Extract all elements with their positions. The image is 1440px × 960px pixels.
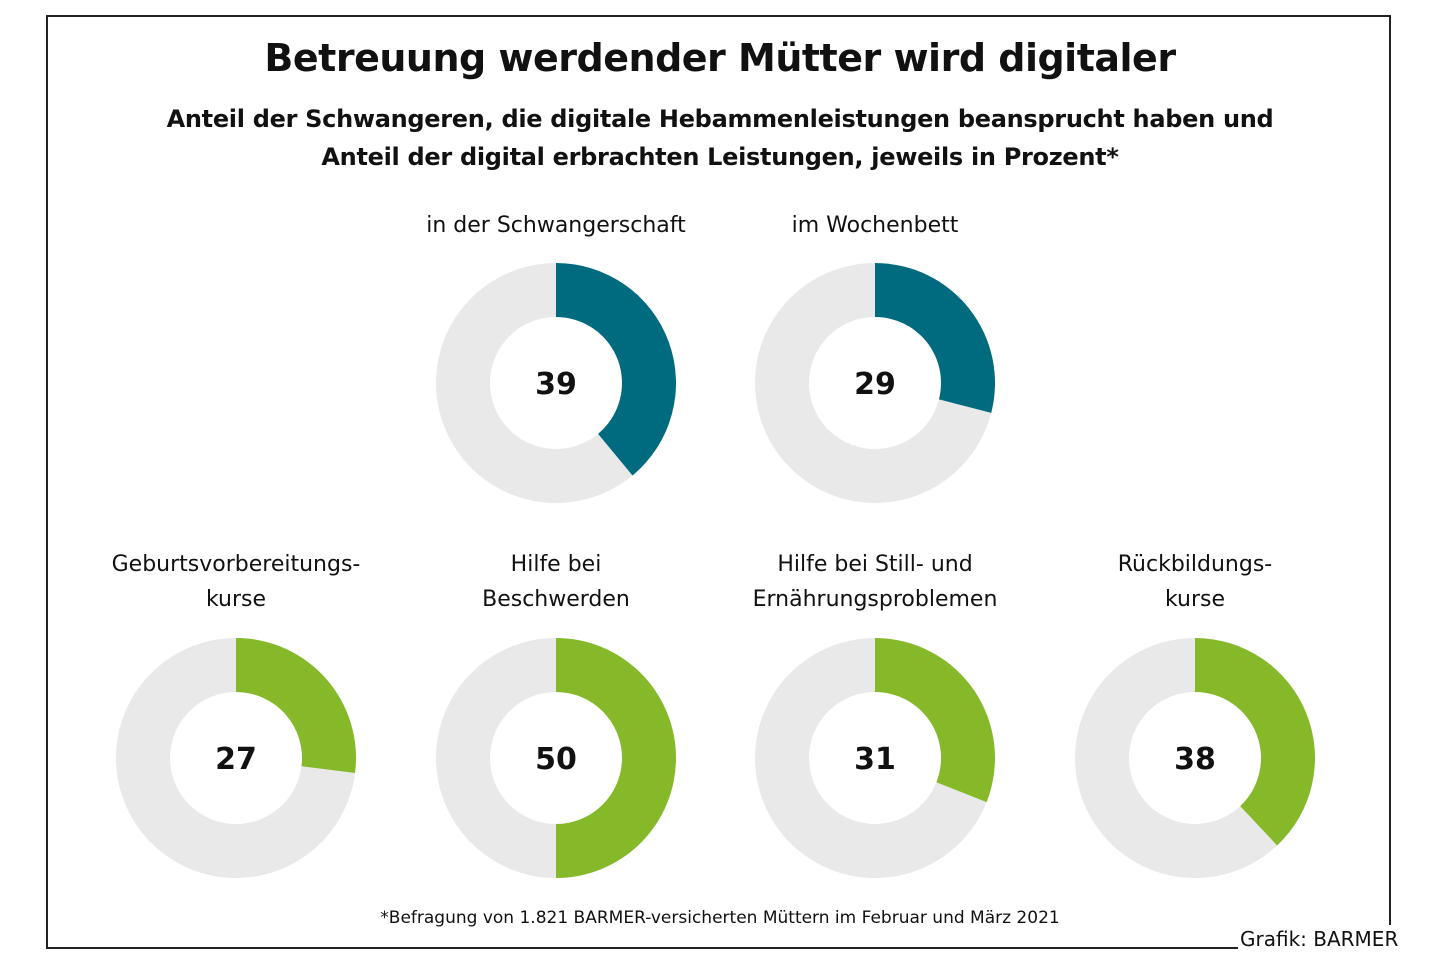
label-line: Beschwerden bbox=[482, 587, 630, 612]
donut-value-slice bbox=[556, 638, 676, 878]
donut-value-label: 38 bbox=[1174, 742, 1216, 777]
donut-label-rueckbildung: Rückbildungs- kurse bbox=[1035, 547, 1355, 617]
label-line: im Wochenbett bbox=[791, 213, 959, 238]
label-line: Rückbildungs- bbox=[1117, 552, 1273, 577]
donut-remainder-slice bbox=[755, 638, 987, 879]
donut-chart: 50 bbox=[435, 638, 676, 878]
donut-value-slice bbox=[875, 638, 995, 803]
label-line: Geburtsvorbereitungs- bbox=[111, 552, 361, 577]
label-line: Hilfe bei Still- und bbox=[777, 552, 973, 577]
frame-border-left bbox=[46, 15, 48, 949]
frame-border-bottom bbox=[46, 947, 1238, 949]
chart-title: Betreuung werdender Mütter wird digitale… bbox=[264, 36, 1176, 80]
donut-value-slice bbox=[1195, 638, 1316, 846]
donut-value-slice bbox=[556, 263, 677, 476]
donut-value-slice bbox=[875, 263, 996, 413]
donut-value-label: 50 bbox=[535, 742, 577, 777]
subtitle-line-1: Anteil der Schwangeren, die digitale Heb… bbox=[166, 105, 1274, 133]
frame-border-top bbox=[46, 15, 1391, 17]
donut-label-still-ernaehrung: Hilfe bei Still- und Ernährungsproblemen bbox=[715, 547, 1035, 617]
donut-chart: 27 bbox=[116, 638, 357, 878]
donut-value-slice bbox=[236, 638, 357, 774]
label-line: Hilfe bei bbox=[510, 552, 602, 577]
donut-remainder-slice bbox=[435, 263, 633, 503]
donut-remainder-slice bbox=[1075, 638, 1278, 878]
label-line: in der Schwangerschaft bbox=[426, 213, 686, 238]
label-line: kurse bbox=[1164, 587, 1226, 612]
label-line: kurse bbox=[205, 587, 267, 612]
donut-value-label: 27 bbox=[215, 742, 257, 777]
footnote: *Befragung von 1.821 BARMER-versicherten… bbox=[380, 908, 1060, 928]
chart-subtitle: Anteil der Schwangeren, die digitale Heb… bbox=[0, 100, 1440, 176]
donut-label-schwangerschaft: in der Schwangerschaft bbox=[396, 208, 716, 243]
donut-remainder-slice bbox=[116, 638, 356, 878]
donut-value-label: 31 bbox=[854, 742, 896, 777]
donut-chart: 31 bbox=[755, 638, 995, 879]
donut-chart: 38 bbox=[1075, 638, 1316, 878]
source-credit: Grafik: BARMER bbox=[1240, 927, 1399, 951]
donut-remainder-slice bbox=[435, 638, 556, 878]
donut-value-label: 39 bbox=[535, 367, 577, 402]
frame-border-right bbox=[1389, 15, 1391, 925]
donut-label-geburtsvorbereitung: Geburtsvorbereitungs- kurse bbox=[76, 547, 396, 617]
subtitle-line-2: Anteil der digital erbrachten Leistungen… bbox=[321, 143, 1119, 171]
donut-remainder-slice bbox=[755, 263, 992, 503]
donut-value-label: 29 bbox=[854, 367, 896, 402]
donut-label-beschwerden: Hilfe bei Beschwerden bbox=[396, 547, 716, 617]
donut-chart: 39 bbox=[435, 263, 677, 503]
label-line: Ernährungsproblemen bbox=[752, 587, 998, 612]
donut-chart: 29 bbox=[755, 263, 996, 503]
donut-label-wochenbett: im Wochenbett bbox=[715, 208, 1035, 243]
